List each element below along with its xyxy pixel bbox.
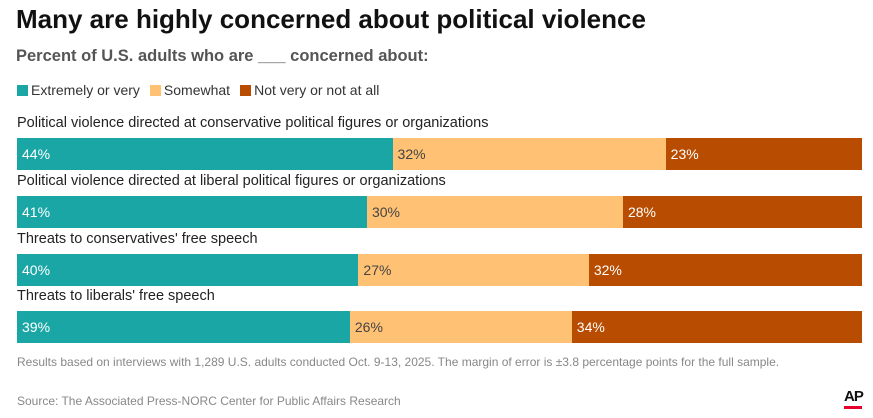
bar-segment: 30% (366, 196, 623, 228)
ap-logo: AP (844, 388, 864, 405)
legend-item: Not very or not at all (240, 82, 379, 98)
legend-swatch (17, 85, 28, 96)
legend-label: Extremely or very (31, 82, 140, 98)
source: Source: The Associated Press-NORC Center… (17, 394, 401, 408)
legend-item: Extremely or very (17, 82, 140, 98)
bar-segment: 39% (17, 311, 350, 343)
legend-swatch (149, 85, 161, 96)
footnote: Results based on interviews with 1,289 U… (17, 355, 780, 369)
legend: Extremely or very Somewhat Not very or not… (17, 82, 379, 98)
chart-title: Many are highly concerned about politica… (16, 4, 646, 34)
legend-item: Somewhat (149, 82, 231, 98)
bar-segment: 41% (17, 196, 367, 228)
stacked-bar: 39% 26% 34% (17, 311, 862, 343)
stacked-bar: 41% 30% 28% (17, 196, 862, 228)
legend-swatch (240, 85, 252, 96)
bar-segment: 32% (392, 138, 666, 170)
stacked-bar: 44% 32% 23% (17, 138, 862, 170)
legend-label: Somewhat (163, 82, 231, 98)
bar-segment: 28% (622, 196, 862, 228)
bar-segment: 23% (665, 138, 862, 170)
bar-segment: 40% (17, 254, 359, 286)
bar-segment: 27% (358, 254, 589, 286)
bar-segment: 32% (588, 254, 862, 286)
bar-segment: 26% (349, 311, 572, 343)
ap-logo-underline (844, 406, 862, 409)
bar-segment: 34% (571, 311, 862, 343)
category-label: Political violence directed at liberal p… (17, 173, 446, 189)
category-label: Threats to liberals' free speech (17, 288, 215, 304)
category-label: Political violence directed at conservat… (17, 115, 489, 131)
bar-segment: 44% (17, 138, 393, 170)
chart-subtitle: Percent of U.S. adults who are ___ conce… (16, 47, 429, 65)
stacked-bar: 40% 27% 32% (17, 254, 862, 286)
category-label: Threats to conservatives' free speech (17, 231, 258, 247)
legend-label: Not very or not at all (254, 82, 380, 98)
